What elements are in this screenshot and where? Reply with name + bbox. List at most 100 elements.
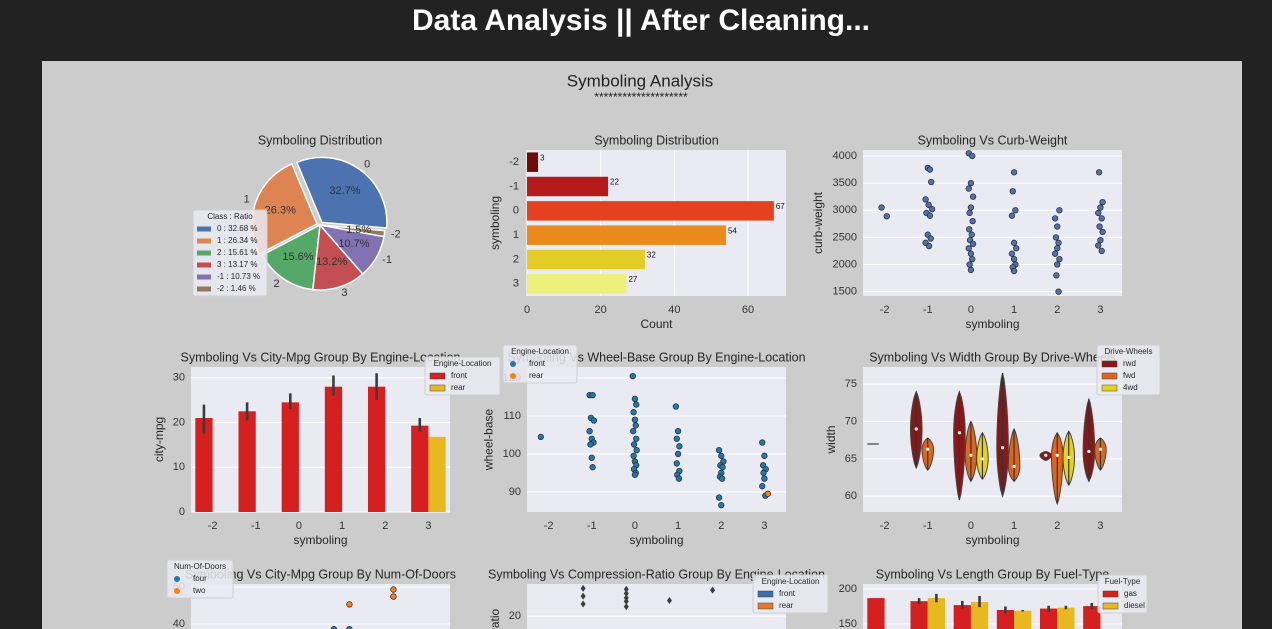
bar (281, 402, 299, 512)
x-tick-label: 2 (1054, 304, 1060, 316)
point (926, 212, 934, 219)
bar (238, 411, 256, 512)
legend-label: 0 : 32.68 % (217, 224, 257, 233)
bar (910, 601, 928, 629)
violin-median (1044, 453, 1048, 457)
point (715, 494, 723, 501)
chart-title: Symboling Vs Curb-Weight (918, 133, 1068, 147)
x-tick-label: 2 (382, 520, 388, 532)
bar-value-label: 22 (610, 178, 619, 187)
plot-background (191, 367, 450, 512)
y-tick-label: 20 (173, 416, 185, 428)
legend-label: 3 : 13.17 % (217, 260, 257, 269)
legend-label: 2 : 15.61 % (217, 248, 257, 257)
panel-title: Symboling Analysis (567, 71, 713, 90)
violin-median (1098, 447, 1103, 451)
y-axis-label: symboling (488, 196, 502, 250)
point (1054, 245, 1061, 252)
y-tick-label: 2500 (833, 231, 857, 243)
bar (527, 201, 774, 221)
point (1098, 215, 1105, 222)
legend-label: rear (451, 383, 466, 392)
x-tick-label: 2 (718, 520, 724, 532)
y-tick-label: 110 (503, 410, 521, 422)
bar-value-label: 32 (647, 251, 656, 260)
point (633, 446, 640, 454)
point (965, 245, 972, 252)
point (967, 266, 975, 274)
point (969, 255, 976, 263)
legend-label: rear (779, 601, 794, 610)
point (764, 490, 772, 497)
chart-title: Symboling Distribution (594, 133, 718, 147)
legend-title: Drive-Wheels (1104, 347, 1152, 356)
pie-slice (295, 156, 388, 229)
bar (996, 609, 1015, 629)
legend-title: Engine-Location (434, 359, 492, 368)
y-tick-label: 0 (179, 506, 185, 518)
point (1056, 255, 1063, 263)
violin-median (1055, 453, 1059, 457)
bar (428, 436, 446, 512)
outlier (580, 592, 586, 600)
page-title: Data Analysis || After Cleaning... (412, 4, 870, 37)
point (1053, 272, 1060, 279)
slice-value-label: 15.6% (282, 251, 313, 263)
legend-swatch (1101, 360, 1118, 368)
point (927, 235, 934, 242)
point (719, 464, 726, 471)
bar-value-label: 3 (540, 153, 545, 162)
outlier (623, 585, 629, 593)
legend-swatch (429, 384, 446, 392)
legend-title: Engine-Location (762, 577, 820, 586)
pie-slice (319, 224, 386, 238)
x-tick-label: 20 (595, 304, 607, 316)
slice-category-label: 3 (341, 287, 347, 299)
slice-category-label: -2 (391, 228, 401, 240)
plot-background (863, 584, 1122, 629)
point (1052, 234, 1060, 241)
bar (1083, 606, 1101, 629)
point (925, 242, 933, 250)
legend-label: -2 : 1.46 % (217, 284, 256, 293)
bar (367, 386, 386, 512)
plot-background (527, 150, 786, 296)
x-axis-label: symboling (293, 533, 347, 547)
bar (953, 605, 971, 629)
legend-label: gas (1124, 589, 1137, 598)
legend-title: Class : Ratio (207, 212, 253, 221)
point (1056, 207, 1063, 214)
point (1096, 223, 1103, 230)
plot-background (527, 367, 786, 512)
point (630, 441, 638, 448)
y-tick-label: -2 (509, 156, 519, 168)
x-tick-label: 3 (1097, 520, 1103, 532)
bar (1057, 607, 1075, 629)
point (967, 250, 975, 257)
x-tick-label: -1 (587, 520, 597, 532)
bar (527, 249, 645, 270)
point (761, 452, 768, 459)
legend-marker (510, 373, 516, 379)
point (966, 209, 973, 217)
x-tick-label: 0 (296, 520, 302, 532)
point (674, 427, 682, 435)
point (631, 416, 639, 423)
legend-label: front (529, 359, 546, 368)
point (330, 625, 338, 629)
x-tick-label: 40 (668, 304, 680, 316)
y-tick-label: 20 (509, 610, 521, 622)
point (1010, 255, 1018, 263)
chart-title: Symboling Vs Wheel-Base Group By Engine-… (507, 350, 805, 364)
bar-value-label: 54 (728, 226, 737, 235)
legend-swatch (1101, 384, 1118, 392)
y-tick-label: 2000 (833, 258, 857, 270)
point (1009, 188, 1016, 195)
bar (1039, 608, 1058, 629)
point (926, 166, 934, 173)
legend-swatch (197, 262, 211, 268)
outlier (623, 597, 629, 605)
outlier (580, 600, 586, 608)
point (968, 231, 975, 238)
